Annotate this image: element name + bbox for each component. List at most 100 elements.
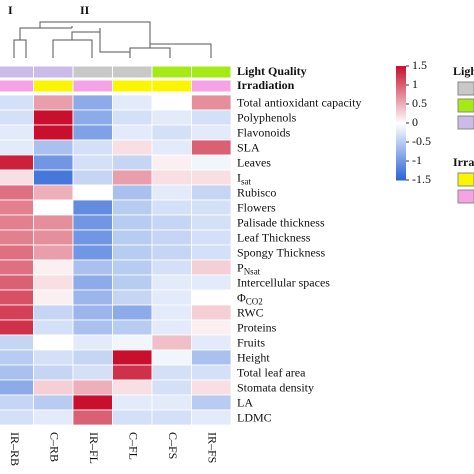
heat-cell <box>0 199 34 216</box>
colorbar-step <box>396 156 406 159</box>
row-label: RWC <box>237 305 264 319</box>
heat-cell <box>151 304 192 321</box>
heat-cell <box>191 259 232 276</box>
colorbar-step <box>396 70 406 73</box>
heat-cell <box>72 124 113 141</box>
heat-cell <box>112 334 153 351</box>
colorbar-step <box>396 134 406 137</box>
heat-cell <box>33 379 74 396</box>
annotation-cell <box>33 79 74 93</box>
row-label: Flavonoids <box>237 125 291 139</box>
row-label: LDMC <box>237 410 272 424</box>
heat-cell <box>72 94 113 111</box>
heat-cell <box>112 139 153 156</box>
colorbar-step <box>396 78 406 81</box>
heat-cell <box>112 184 153 201</box>
colorbar-tick-label: -1.5 <box>412 172 431 186</box>
heat-cell <box>191 349 232 366</box>
row-label: LA <box>237 395 253 409</box>
heat-cell <box>33 214 74 231</box>
heat-cell <box>72 199 113 216</box>
colorbar-step <box>396 158 406 161</box>
heat-cell <box>151 289 192 306</box>
annotation-cell <box>33 65 74 79</box>
heat-cell <box>191 409 232 426</box>
heat-cell <box>33 259 74 276</box>
annotation-cell <box>0 65 34 79</box>
colorbar-tick-label: 1.5 <box>412 58 427 72</box>
heat-cell <box>151 109 192 126</box>
heat-cell <box>112 394 153 411</box>
colorbar-tick-label: -0.5 <box>412 134 431 148</box>
colorbar-step <box>396 96 406 99</box>
heat-cell <box>72 169 113 186</box>
colorbar-step <box>396 72 406 75</box>
heat-cell <box>151 154 192 171</box>
colorbar-step <box>396 74 406 77</box>
annotation-cell <box>151 65 192 79</box>
colorbar-step <box>396 148 406 151</box>
heat-cell <box>33 139 74 156</box>
heat-cell <box>151 379 192 396</box>
heat-cell <box>151 139 192 156</box>
heat-cell <box>33 154 74 171</box>
colorbar-step <box>396 146 406 149</box>
legend-swatch <box>457 98 474 113</box>
heat-cell <box>151 199 192 216</box>
heat-cell <box>72 394 113 411</box>
column-label: C–RB <box>48 432 62 462</box>
row-label: Stomata density <box>237 380 314 394</box>
heat-cell <box>191 94 232 111</box>
colorbar-step <box>396 168 406 171</box>
row-label-sub: Nsat <box>244 267 261 277</box>
column-label: IR–FS <box>206 432 220 463</box>
row-label: Fruits <box>237 335 265 349</box>
colorbar-step <box>396 68 406 71</box>
colorbar-step <box>396 110 406 113</box>
annotation-label: Light Quality <box>237 64 307 78</box>
colorbar-step <box>396 108 406 111</box>
colorbar-step <box>396 112 406 115</box>
legend-swatch <box>457 189 474 204</box>
heat-cell <box>151 274 192 291</box>
heat-cell <box>72 349 113 366</box>
heat-cell <box>191 319 232 336</box>
heat-cell <box>0 244 34 261</box>
colorbar-step <box>396 118 406 121</box>
row-label: Total antioxidant capacity <box>237 95 361 109</box>
colorbar-step <box>396 178 406 181</box>
heat-cell <box>151 214 192 231</box>
colorbar-step <box>396 104 406 107</box>
heat-cell <box>33 319 74 336</box>
row-label: Polyphenols <box>237 110 297 124</box>
heat-cell <box>191 274 232 291</box>
colorbar-step <box>396 172 406 175</box>
colorbar-step <box>396 170 406 173</box>
heat-cell <box>33 94 74 111</box>
row-label: Flowers <box>237 200 276 214</box>
heat-cell <box>191 139 232 156</box>
heat-cell <box>0 304 34 321</box>
heat-cell <box>191 109 232 126</box>
row-label-main: Φ <box>237 290 246 304</box>
heat-cell <box>191 124 232 141</box>
heat-cell <box>72 244 113 261</box>
colorbar-step <box>396 116 406 119</box>
row-label: PNsat <box>237 260 261 276</box>
colorbar-step <box>396 136 406 139</box>
legend-swatch <box>457 81 474 96</box>
row-label-sub: CO2 <box>246 297 263 307</box>
heat-cell <box>72 364 113 381</box>
heat-cell <box>0 124 34 141</box>
heat-cell <box>72 379 113 396</box>
heat-cell <box>151 394 192 411</box>
heat-cell <box>33 349 74 366</box>
heat-cell <box>112 274 153 291</box>
heat-cell <box>112 379 153 396</box>
row-label-main: P <box>237 260 244 274</box>
heat-cell <box>72 274 113 291</box>
colorbar-step <box>396 124 406 127</box>
heat-cell <box>72 154 113 171</box>
heat-cell <box>112 259 153 276</box>
heat-cell <box>191 334 232 351</box>
